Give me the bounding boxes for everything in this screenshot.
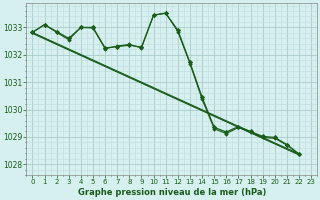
X-axis label: Graphe pression niveau de la mer (hPa): Graphe pression niveau de la mer (hPa) <box>77 188 266 197</box>
